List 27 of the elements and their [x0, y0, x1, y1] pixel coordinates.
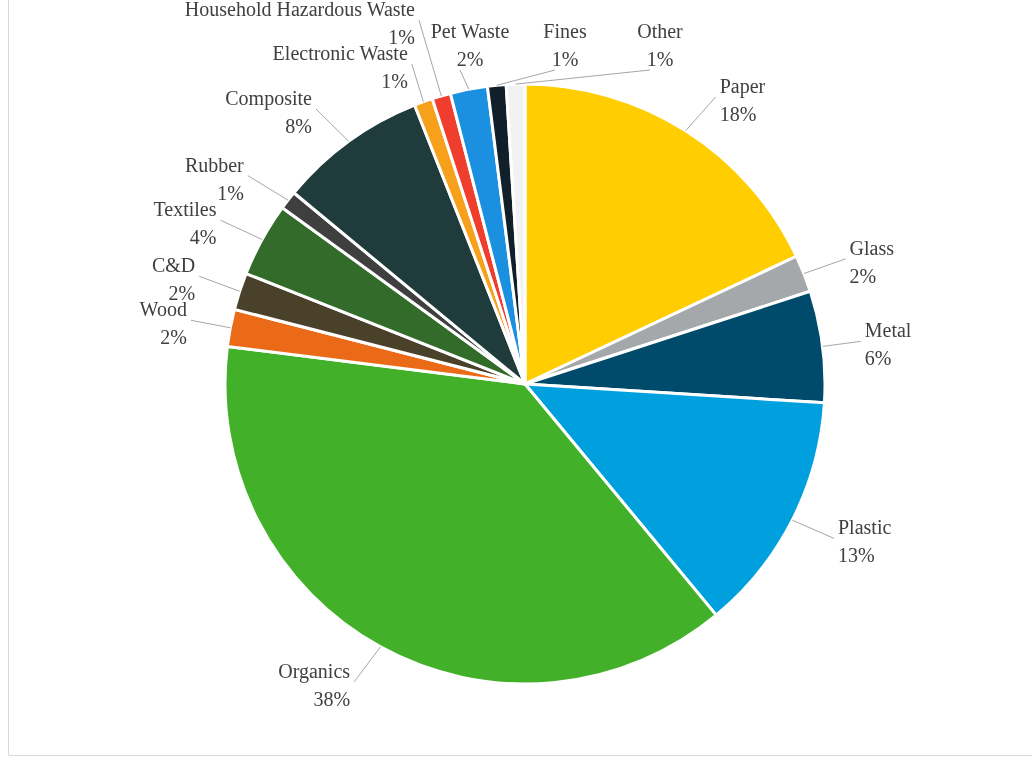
slice-label: Other	[637, 20, 684, 42]
slice-label: Glass	[849, 236, 895, 259]
slice-label: Textiles	[153, 198, 217, 221]
data-label: 2%	[849, 264, 877, 287]
slice-label: Fines	[543, 20, 587, 42]
data-label: 2%	[160, 326, 187, 349]
slice-label: C&D	[151, 254, 196, 277]
slice-label: Rubber	[184, 153, 245, 176]
data-label: 1%	[381, 70, 408, 93]
data-label: 8%	[285, 114, 312, 137]
data-label: 18%	[719, 102, 757, 125]
slice-label: Pet Waste	[430, 20, 510, 42]
data-label: 6%	[864, 347, 892, 370]
data-label: 1%	[217, 181, 244, 204]
data-label: 1%	[646, 48, 674, 70]
data-label: 38%	[313, 687, 351, 710]
slice-label: Household Hazardous Waste	[184, 0, 416, 21]
slice-label: Plastic	[838, 516, 892, 539]
slice-label: Paper	[719, 74, 766, 98]
slice-label: Metal	[864, 319, 912, 342]
data-label: 1%	[388, 26, 415, 49]
slice-label: Organics	[278, 659, 351, 683]
data-label: 2%	[456, 48, 484, 70]
data-label: 1%	[551, 48, 579, 70]
data-label: 13%	[838, 544, 875, 567]
slice-label: Composite	[225, 86, 313, 110]
data-label: 4%	[189, 226, 217, 249]
